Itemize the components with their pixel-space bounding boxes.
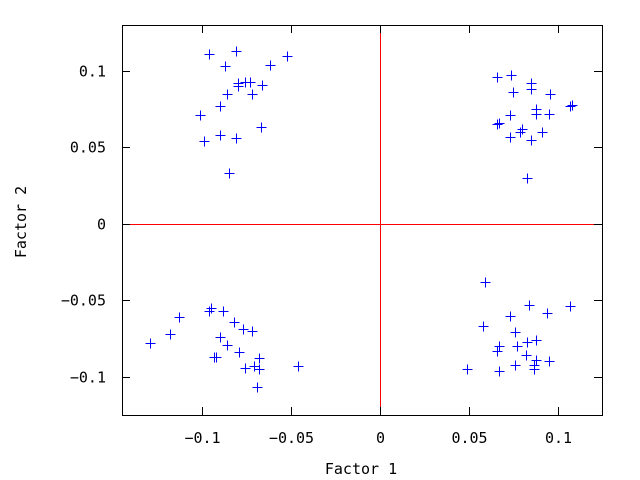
x-axis-label: Factor 1 <box>325 460 397 478</box>
data-point <box>231 133 242 144</box>
data-point <box>537 127 548 138</box>
y-tick-label: 0.05 <box>70 139 106 157</box>
data-point <box>505 311 516 322</box>
x-tick-label: −0.1 <box>184 429 220 447</box>
data-point <box>565 301 576 312</box>
x-tick-label: −0.05 <box>269 429 314 447</box>
data-point <box>234 347 245 358</box>
data-point <box>199 136 210 147</box>
data-point <box>247 89 258 100</box>
data-point <box>204 306 215 317</box>
data-point <box>494 366 505 377</box>
plot-frame <box>122 25 603 416</box>
x-tick-label: 0.05 <box>451 429 487 447</box>
data-point <box>478 321 489 332</box>
y-axis-label: Factor 2 <box>12 186 30 258</box>
data-point <box>531 335 542 346</box>
data-point <box>531 109 542 120</box>
data-point <box>220 61 231 72</box>
y-tick-label: 0 <box>97 216 106 234</box>
reference-lines <box>122 25 602 415</box>
data-point <box>494 118 505 129</box>
data-point <box>204 49 215 60</box>
y-tick-label: 0.1 <box>79 63 106 81</box>
data-point <box>521 350 532 361</box>
data-point <box>222 340 233 351</box>
data-point <box>512 341 523 352</box>
data-point <box>240 363 251 374</box>
data-point <box>257 80 268 91</box>
data-point <box>506 70 517 81</box>
data-point <box>293 361 304 372</box>
data-point <box>515 127 526 138</box>
data-point <box>524 300 535 311</box>
data-point <box>565 101 576 112</box>
data-point <box>494 341 505 352</box>
data-point <box>229 317 240 328</box>
data-point <box>505 132 516 143</box>
data-point <box>492 119 503 130</box>
data-point <box>222 89 233 100</box>
data-point <box>247 326 258 337</box>
data-point <box>254 364 265 375</box>
data-point <box>531 355 542 366</box>
data-point <box>542 308 553 319</box>
data-point <box>145 338 156 349</box>
data-point <box>174 312 185 323</box>
data-point <box>209 352 220 363</box>
data-points <box>145 46 578 393</box>
x-tick-label: 0 <box>376 429 385 447</box>
data-point <box>492 72 503 83</box>
data-point <box>529 364 540 375</box>
data-point <box>195 110 206 121</box>
data-point <box>265 60 276 71</box>
data-point <box>238 324 249 335</box>
data-point <box>215 101 226 112</box>
data-point <box>505 110 516 121</box>
data-point <box>526 135 537 146</box>
data-point <box>510 327 521 338</box>
data-point <box>224 168 235 179</box>
data-point <box>218 306 229 317</box>
data-point <box>215 332 226 343</box>
x-axis-ticks: −0.1 −0.05 0 0.05 0.1 <box>184 25 572 447</box>
data-point <box>480 277 491 288</box>
data-point <box>492 346 503 357</box>
data-point <box>215 130 226 141</box>
data-point <box>252 382 263 393</box>
data-point <box>254 353 265 364</box>
data-point <box>510 360 521 371</box>
data-point <box>462 364 473 375</box>
data-point <box>526 84 537 95</box>
x-tick-label: 0.1 <box>545 429 572 447</box>
data-point <box>233 81 244 92</box>
data-point <box>231 46 242 57</box>
data-point <box>245 77 256 88</box>
data-point <box>522 337 533 348</box>
data-point <box>544 109 555 120</box>
data-point <box>508 87 519 98</box>
data-point <box>544 356 555 367</box>
y-tick-label: −0.1 <box>70 369 106 387</box>
y-tick-label: −0.05 <box>61 292 106 310</box>
data-point <box>165 329 176 340</box>
data-point <box>545 89 556 100</box>
data-point <box>282 51 293 62</box>
data-point <box>567 100 578 111</box>
data-point <box>522 173 533 184</box>
data-point <box>256 122 267 133</box>
y-axis-ticks: 0.1 0.05 0 −0.05 −0.1 <box>61 63 602 387</box>
